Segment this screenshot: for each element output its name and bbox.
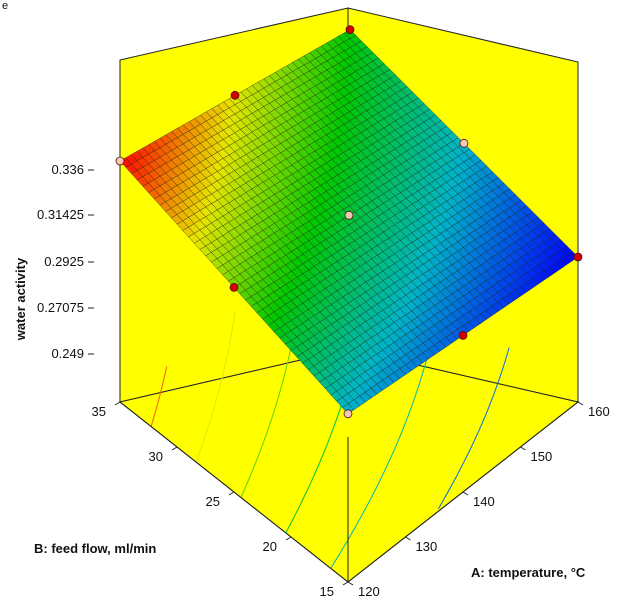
y-tick-mark (114, 401, 121, 406)
x-tick-label: 160 (588, 404, 610, 419)
y-tick-label: 30 (149, 449, 163, 464)
z-axis-ticks: 0.336 0.31425 0.2925 0.27075 0.249 (37, 162, 94, 361)
x-tick-mark (347, 581, 354, 586)
z-tick-label: 0.27075 (37, 300, 84, 315)
y-tick-mark (171, 446, 178, 451)
response-surface (119, 29, 579, 415)
design-point (345, 25, 355, 35)
y-tick-mark (228, 491, 235, 496)
design-point (344, 210, 354, 220)
design-point (115, 156, 125, 166)
z-tick-label: 0.31425 (37, 207, 84, 222)
x-tick-mark (577, 401, 584, 406)
design-point (230, 90, 240, 100)
floor-contour-line (195, 311, 236, 463)
floor-contour-line (437, 347, 510, 509)
x-tick-label: 130 (416, 539, 438, 554)
floor-contour-line (150, 366, 168, 427)
y-tick-label: 15 (320, 584, 334, 599)
design-point (458, 330, 468, 340)
design-point (343, 409, 353, 419)
corner-text: e (2, 0, 8, 12)
x-tick-label: 140 (473, 494, 495, 509)
x-tick-mark (520, 446, 526, 451)
x-axis-label: A: temperature, °C (471, 565, 586, 580)
x-tick-mark (405, 536, 411, 541)
design-points (115, 25, 583, 419)
x-tick-mark (462, 491, 469, 496)
z-tick-label: 0.336 (51, 162, 84, 177)
z-tick-label: 0.2925 (44, 254, 84, 269)
z-tick-label: 0.249 (51, 346, 84, 361)
y-tick-mark (342, 581, 349, 586)
design-point (229, 282, 239, 292)
z-axis-label: water activity (13, 257, 28, 341)
y-tick-label: 25 (206, 494, 220, 509)
y-axis-ticks: 15 20 25 30 35 (92, 401, 349, 599)
y-axis-label: B: feed flow, ml/min (34, 541, 156, 556)
y-tick-mark (285, 536, 292, 541)
x-tick-label: 120 (358, 584, 380, 599)
y-tick-label: 20 (263, 539, 277, 554)
x-tick-label: 150 (531, 449, 553, 464)
y-tick-label: 35 (92, 404, 106, 419)
design-point (573, 252, 583, 262)
x-axis-ticks: 120 130 140 150 160 (347, 401, 610, 599)
design-point (459, 138, 469, 148)
